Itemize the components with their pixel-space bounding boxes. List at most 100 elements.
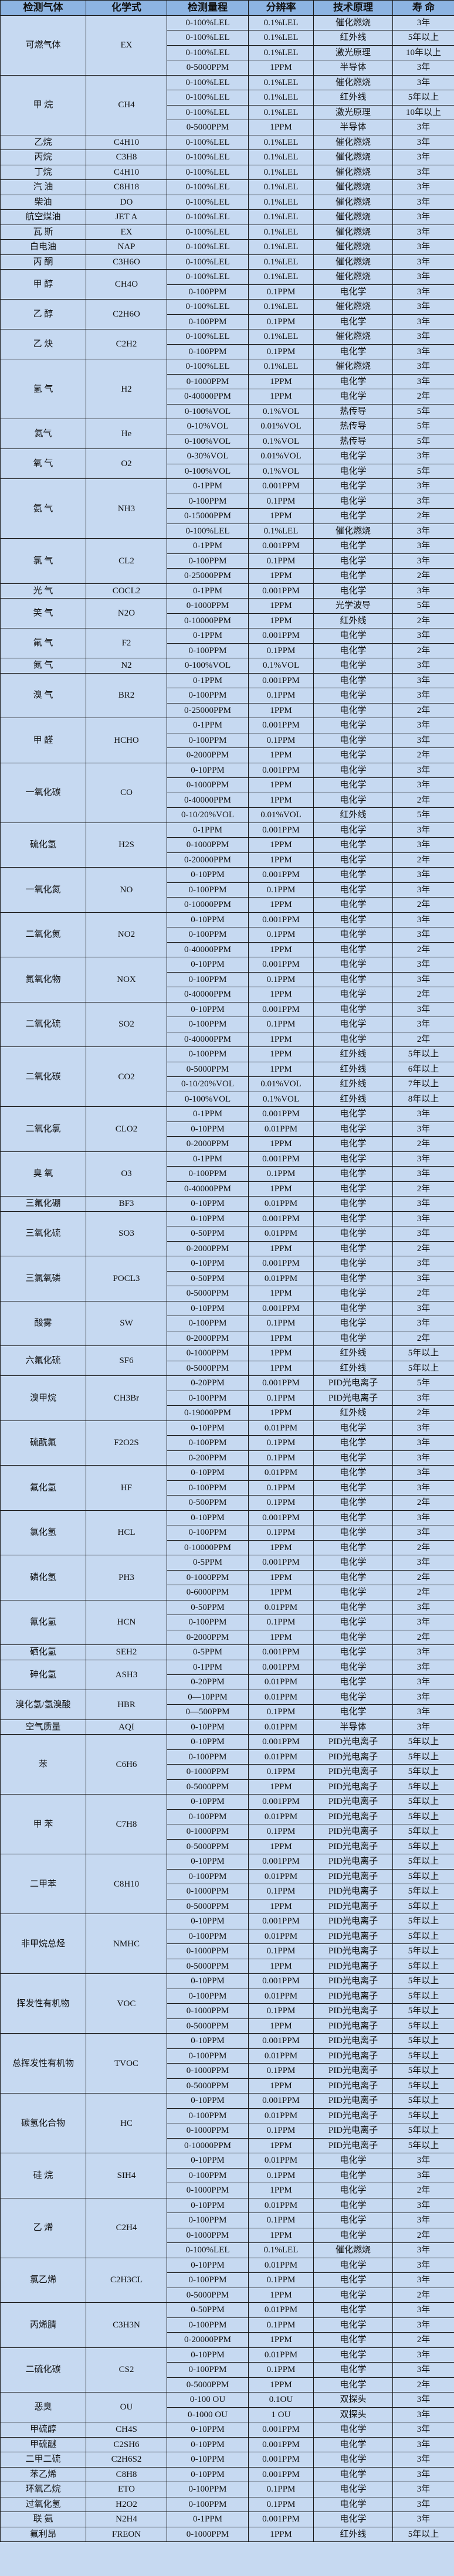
principle-cell: 电化学 (313, 1330, 393, 1346)
gas-name-cell: 硫酰氟 (0, 1420, 86, 1466)
lifetime-cell: 3年 (392, 1256, 454, 1272)
table-row: 0-10000PPM 1PPM PID光电离子 5年以上 (1, 2137, 454, 2153)
range-cell: 0-100%LEL (167, 329, 249, 345)
table-row: 0-5000PPM 1PPM 红外线 5年以上 (1, 1360, 454, 1376)
table-row: 联 氨 N2H4 0-1PPM 0.001PPM 电化学 3年 (0, 2512, 454, 2527)
formula-cell: AQI (86, 1719, 167, 1735)
formula-cell: OU (86, 2392, 167, 2422)
lifetime-cell: 5年以上 (392, 1928, 454, 1944)
table-row: 0-100PPM 0.1PPM 电化学 3年 (1, 927, 454, 943)
table-row: 0-6000PPM 1PPM 电化学 2年 (1, 1585, 454, 1600)
range-cell: 0-1PPM (167, 718, 249, 733)
principle-cell: 电化学 (313, 1196, 393, 1212)
principle-cell: 电化学 (313, 1151, 393, 1167)
resolution-cell: 1PPM (248, 702, 314, 718)
lifetime-cell: 3年 (392, 134, 454, 150)
principle-cell: 催化燃烧 (313, 15, 393, 30)
resolution-cell: 0.001PPM (248, 1510, 314, 1525)
principle-cell: PID光电离子 (313, 2033, 393, 2049)
principle-cell: 电化学 (313, 1569, 393, 1585)
table-row: 0-40000PPM 1PPM 电化学 2年 (1, 987, 454, 1002)
resolution-cell: 1PPM (248, 1779, 314, 1795)
range-cell: 0-1000PPM (167, 2003, 249, 2019)
principle-cell: 电化学 (313, 1226, 393, 1242)
lifetime-cell: 2年 (392, 747, 454, 763)
resolution-cell: 0.1%LEL (248, 523, 314, 539)
gas-name-cell: 航空煤油 (0, 209, 86, 225)
range-cell: 0-100%LEL (167, 224, 249, 240)
range-cell: 0-100PPM (167, 1615, 249, 1630)
range-cell: 0-5000PPM (167, 2078, 249, 2094)
lifetime-cell: 3年 (392, 344, 454, 359)
range-cell: 0-1PPM (167, 1151, 249, 1167)
gas-name-cell: 挥发性有机物 (0, 1973, 86, 2034)
principle-cell: 电化学 (313, 344, 393, 359)
resolution-cell: 0.1%LEL (248, 239, 314, 255)
formula-cell: PH3 (86, 1555, 167, 1600)
lifetime-cell: 3年 (392, 448, 454, 464)
principle-cell: 电化学 (313, 2317, 393, 2333)
gas-name-cell: 汽 油 (0, 179, 86, 195)
range-cell: 0-100PPM (167, 2167, 249, 2183)
resolution-cell: 0.1PPM (248, 2272, 314, 2288)
resolution-cell: 0.1PPM (248, 927, 314, 943)
header-principle: 技术原理 (313, 0, 393, 16)
table-row: 乙 烯 C2H4 0-10PPM 0.01PPM 电化学 3年 (0, 2197, 454, 2258)
gas-name-cell: 六氟化硫 (0, 1345, 86, 1376)
principle-cell: 电化学 (313, 1106, 393, 1122)
lifetime-cell: 2年 (392, 1241, 454, 1256)
table-row: 硅 烷 SIH4 0-10PPM 0.01PPM 电化学 3年 (0, 2153, 454, 2198)
formula-cell: O3 (86, 1151, 167, 1197)
table-row: 氮氧化物 NOX 0-10PPM 0.001PPM 电化学 3年 (0, 957, 454, 1002)
resolution-cell: 0.1%LEL (248, 149, 314, 165)
table-row: 0-100PPM 0.01PPM PID光电离子 5年以上 (1, 1749, 454, 1765)
lifetime-cell: 7年以上 (392, 1076, 454, 1092)
range-cell: 0-1000PPM (167, 2183, 249, 2198)
range-cell: 0-25000PPM (167, 702, 249, 718)
resolution-cell: 0.01PPM (248, 1420, 314, 1436)
range-cell: 0-1000PPM (167, 2526, 249, 2542)
formula-cell: C3H6O (86, 254, 167, 270)
principle-cell: 电化学 (313, 1031, 393, 1047)
lifetime-cell: 2年 (392, 1569, 454, 1585)
formula-cell: O2 (86, 448, 167, 479)
resolution-cell: 0.01PPM (248, 2302, 314, 2318)
resolution-cell: 0.1%LEL (248, 74, 314, 90)
resolution-cell: 0.01PPM (248, 1465, 314, 1481)
gas-name-cell: 柴油 (0, 194, 86, 210)
principle-cell: 电化学 (313, 373, 393, 389)
principle-cell: 催化燃烧 (313, 194, 393, 210)
lifetime-cell: 5年以上 (392, 2018, 454, 2034)
principle-cell: PID光电离子 (313, 1943, 393, 1959)
range-cell: 0-2000PPM (167, 1136, 249, 1152)
range-cell: 0-100PPM (167, 2108, 249, 2123)
table-row: 0-100PPM 0.1PPM 电化学 3年 (1, 971, 454, 987)
range-cell: 0-10/20%VOL (167, 807, 249, 823)
formula-cell: HBR (86, 1689, 167, 1720)
gas-name-cell: 甲硫醚 (0, 2436, 86, 2452)
table-row: 0-100PPM 0.1PPM 电化学 3年 (1, 2272, 454, 2288)
gas-name-cell: 氨 气 (0, 478, 86, 539)
formula-cell: CO2 (86, 1046, 167, 1107)
lifetime-cell: 5年以上 (392, 1360, 454, 1376)
resolution-cell: 0.001PPM (248, 822, 314, 838)
principle-cell: 电化学 (313, 2362, 393, 2378)
resolution-cell: 1PPM (248, 2183, 314, 2198)
principle-cell: 电化学 (313, 2347, 393, 2363)
principle-cell: 电化学 (313, 1644, 393, 1660)
formula-cell: CH4S (86, 2422, 167, 2438)
principle-cell: 电化学 (313, 912, 393, 927)
range-cell: 0-10PPM (167, 1854, 249, 1870)
principle-cell: 热传导 (313, 403, 393, 419)
principle-cell: 电化学 (313, 1599, 393, 1615)
principle-cell: PID光电离子 (313, 1973, 393, 1989)
resolution-cell: 1PPM (248, 897, 314, 913)
principle-cell: 电化学 (313, 1674, 393, 1690)
principle-cell: PID光电离子 (313, 1824, 393, 1840)
lifetime-cell: 2年 (392, 792, 454, 808)
range-cell: 0-5000PPM (167, 1898, 249, 1914)
range-cell: 0-100PPM (167, 284, 249, 300)
formula-cell: FREON (86, 2526, 167, 2542)
principle-cell: 催化燃烧 (313, 239, 393, 255)
gas-name-cell: 氢 气 (0, 359, 86, 419)
